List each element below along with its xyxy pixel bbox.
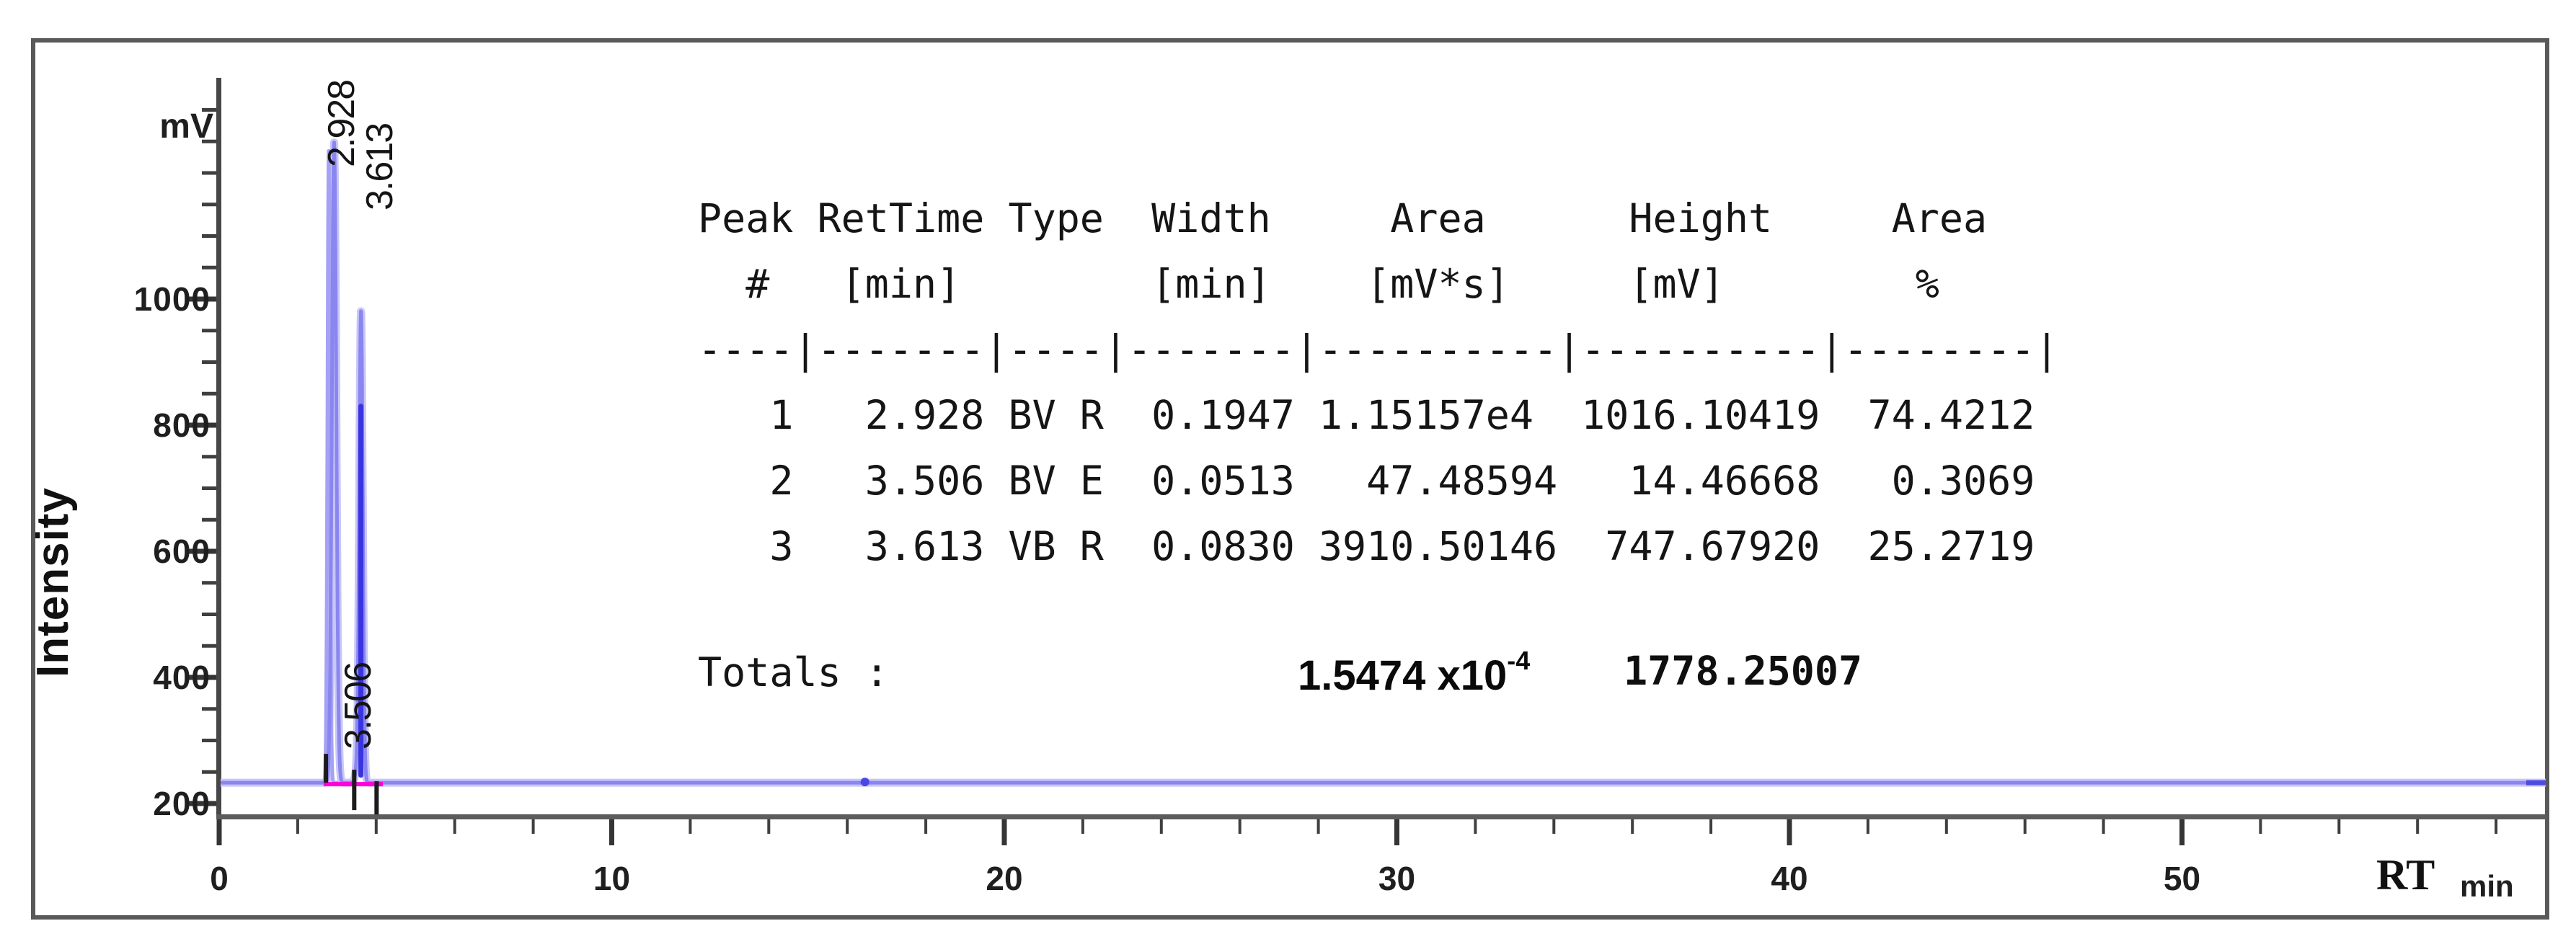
totals-label: Totals : — [698, 649, 889, 695]
y-minor-tick — [202, 171, 216, 175]
y-minor-tick — [202, 613, 216, 616]
x-major-tick — [609, 819, 614, 845]
y-minor-tick — [202, 707, 216, 711]
y-minor-tick — [202, 739, 216, 742]
totals-area-value: 1.5474 x10-4 — [1298, 646, 1530, 700]
y-minor-tick — [202, 455, 216, 459]
x-axis-title: RT — [2376, 851, 2435, 899]
table-separator-line: ----|-------|----|-------|----------|---… — [698, 326, 2059, 373]
y-minor-tick — [202, 329, 216, 333]
x-minor-tick — [1159, 819, 1163, 834]
x-minor-tick — [1238, 819, 1241, 834]
x-major-tick — [1787, 819, 1792, 845]
x-axis-tick-label: 10 — [593, 860, 631, 897]
totals-area-exponent: -4 — [1507, 646, 1531, 675]
x-minor-tick — [531, 819, 535, 834]
x-minor-tick — [924, 819, 928, 834]
x-minor-tick — [1944, 819, 1948, 834]
y-axis-tick-label: 400 — [153, 659, 211, 696]
x-minor-tick — [1081, 819, 1084, 834]
integration-tick — [352, 770, 357, 811]
x-major-tick — [216, 819, 222, 845]
table-header-line: # [min] [min] [mV*s] [mV] % — [698, 261, 1939, 307]
x-minor-tick — [296, 819, 299, 834]
x-axis-tick-label: 20 — [986, 860, 1023, 897]
y-axis-tick-label: 200 — [153, 785, 211, 822]
y-minor-tick — [202, 517, 216, 522]
x-minor-tick — [2337, 819, 2341, 834]
peak-rt-label: 3.613 — [359, 123, 401, 210]
x-axis-tick-label: 0 — [210, 860, 229, 897]
y-minor-tick — [202, 139, 216, 143]
x-minor-tick — [2023, 819, 2027, 834]
baseline-blip — [860, 778, 869, 787]
table-row: 2 3.506 BV E 0.0513 47.48594 14.46668 0.… — [698, 458, 2035, 504]
y-axis-tick-label: 1000 — [133, 280, 211, 318]
x-minor-tick — [2495, 819, 2498, 834]
y-major-tick — [189, 801, 216, 806]
totals-area-base: 1.5474 x10 — [1298, 652, 1508, 699]
peak-rt-label: 3.506 — [337, 662, 379, 749]
y-major-tick — [189, 548, 216, 554]
x-axis-tick-label: 30 — [1378, 860, 1416, 897]
integration-tick — [374, 781, 379, 815]
x-major-tick — [1394, 819, 1399, 845]
y-minor-tick — [202, 234, 216, 238]
x-minor-tick — [2102, 819, 2105, 834]
x-minor-tick — [1552, 819, 1556, 834]
table-header-line: Peak RetTime Type Width Area Height Area — [698, 195, 1988, 241]
y-minor-tick — [202, 770, 216, 774]
y-minor-tick — [202, 265, 216, 270]
table-row: 1 2.928 BV R 0.1947 1.15157e4 1016.10419… — [698, 392, 2035, 438]
y-axis-title: Intensity — [28, 487, 78, 677]
report-frame — [31, 38, 2549, 920]
y-major-tick — [189, 675, 216, 680]
x-axis-unit-label: min — [2460, 869, 2514, 903]
x-minor-tick — [1474, 819, 1477, 834]
y-axis-unit-label: mV — [159, 107, 213, 146]
integration-tick — [324, 754, 329, 783]
x-minor-tick — [846, 819, 849, 834]
x-minor-tick — [2416, 819, 2420, 834]
y-major-tick — [189, 422, 216, 428]
x-minor-tick — [1709, 819, 1713, 834]
y-major-tick — [189, 296, 216, 302]
x-minor-tick — [1866, 819, 1869, 834]
x-minor-tick — [2259, 819, 2262, 834]
y-minor-tick — [202, 391, 216, 396]
y-axis-tick-label: 800 — [153, 406, 211, 444]
y-minor-tick — [202, 360, 216, 364]
y-axis-line — [216, 78, 221, 819]
x-minor-tick — [1631, 819, 1634, 834]
x-minor-tick — [374, 819, 378, 834]
y-minor-tick — [202, 644, 216, 648]
y-minor-tick — [202, 203, 216, 207]
x-axis-tick-label: 50 — [2163, 860, 2201, 897]
x-axis-tick-label: 40 — [1771, 860, 1808, 897]
x-minor-tick — [767, 819, 771, 834]
x-minor-tick — [1316, 819, 1320, 834]
x-minor-tick — [689, 819, 692, 834]
x-minor-tick — [453, 819, 456, 834]
y-axis-tick-label: 600 — [153, 533, 211, 570]
totals-height-value: 1778.25007 — [1624, 648, 1863, 694]
y-minor-tick — [202, 581, 216, 585]
table-row: 3 3.613 VB R 0.0830 3910.50146 747.67920… — [698, 523, 2035, 569]
x-major-tick — [1001, 819, 1007, 845]
peak-results-table: Peak RetTime Type Width Area Height Area… — [698, 186, 2058, 579]
peak-rt-label: 2.928 — [321, 80, 363, 167]
y-minor-tick — [202, 108, 216, 112]
x-axis-line — [216, 814, 2546, 819]
x-major-tick — [2179, 819, 2185, 845]
y-minor-tick — [202, 486, 216, 490]
